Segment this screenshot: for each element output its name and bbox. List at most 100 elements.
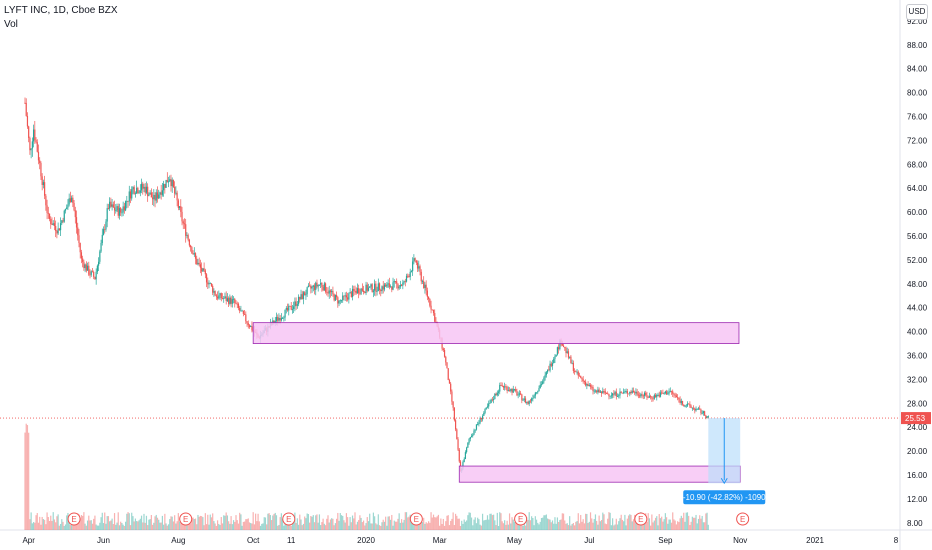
volume-bar xyxy=(235,515,237,530)
volume-bar xyxy=(586,513,588,530)
volume-bar xyxy=(57,514,59,530)
candle-body xyxy=(397,283,399,289)
volume-bar xyxy=(191,517,193,530)
candle-body xyxy=(501,385,503,387)
candle-body xyxy=(692,407,695,409)
volume-bar xyxy=(144,522,146,530)
volume-bar xyxy=(532,517,534,530)
last-price-label: 25.53 xyxy=(905,414,926,423)
volume-bar xyxy=(416,521,419,530)
candle-body xyxy=(240,310,242,312)
candle-body xyxy=(394,281,397,282)
price-tick-label: 92.00 xyxy=(907,17,928,26)
candle-body xyxy=(32,129,35,142)
candle-body xyxy=(59,223,62,231)
volume-bar xyxy=(275,515,278,530)
candle-body xyxy=(648,396,651,398)
price-tick-label: 64.00 xyxy=(907,184,928,193)
volume-bar xyxy=(571,523,573,530)
candle-body xyxy=(558,347,560,350)
volume-bar xyxy=(451,518,453,530)
candle-body xyxy=(542,381,544,385)
volume-bar xyxy=(491,515,493,530)
volume-bar xyxy=(310,516,312,530)
volume-bar xyxy=(392,525,394,530)
volume-bar xyxy=(500,513,502,530)
volume-bar xyxy=(474,517,476,530)
candle-body xyxy=(322,286,324,291)
candle-body xyxy=(681,401,684,405)
currency-button[interactable]: USD xyxy=(906,4,928,20)
candle-body xyxy=(448,379,451,384)
candle-body xyxy=(215,295,217,297)
volume-bar xyxy=(89,520,91,530)
volume-bar xyxy=(56,516,58,530)
volume-bar xyxy=(674,520,676,530)
volume-bar xyxy=(274,512,276,530)
volume-bar xyxy=(634,514,636,530)
candle-body xyxy=(359,293,361,295)
volume-bar xyxy=(551,520,554,530)
volume-bar xyxy=(46,512,48,530)
time-tick-label: Apr xyxy=(22,536,35,545)
volume-bar xyxy=(413,520,415,530)
volume-bar xyxy=(470,517,473,530)
measure-arrow-head xyxy=(720,477,728,485)
volume-bar xyxy=(553,523,555,530)
volume-bar xyxy=(700,518,702,530)
candle-body xyxy=(145,186,148,193)
candle-body xyxy=(235,303,237,304)
candle-body xyxy=(85,264,87,271)
candle-body xyxy=(511,388,513,393)
candle-body xyxy=(61,220,63,224)
candle-body xyxy=(539,384,541,389)
candle-body xyxy=(499,385,501,392)
volume-bar xyxy=(419,519,421,530)
candle-body xyxy=(704,411,706,416)
candle-body xyxy=(208,283,210,285)
candle-body xyxy=(403,281,405,283)
volume-bar xyxy=(110,520,112,530)
candle-body xyxy=(634,392,636,394)
candle-body xyxy=(581,377,583,380)
candle-body xyxy=(372,290,374,292)
candle-body xyxy=(282,317,284,319)
measure-label-box xyxy=(683,490,766,505)
price-tick-label: 52.00 xyxy=(907,256,928,265)
candle-body xyxy=(485,407,487,409)
volume-bar xyxy=(226,515,229,530)
candle-body xyxy=(201,267,203,272)
volume-bar xyxy=(489,513,491,530)
volume-bar xyxy=(312,515,314,530)
candle-body xyxy=(452,401,454,408)
price-tick-label: 28.00 xyxy=(907,399,928,408)
candle-body xyxy=(562,345,565,348)
candle-body xyxy=(181,211,183,222)
candle-body xyxy=(652,398,654,400)
candle-body xyxy=(296,304,298,306)
volume-bar xyxy=(529,520,532,530)
volume-bar xyxy=(360,517,362,530)
volume-bar xyxy=(370,523,372,530)
volume-bar xyxy=(567,525,570,530)
candle-body xyxy=(472,434,474,436)
candle-body xyxy=(508,389,511,391)
volume-bar xyxy=(176,521,178,530)
volume-bar xyxy=(385,516,387,530)
volume-bar xyxy=(153,522,155,530)
price-tick-label: 84.00 xyxy=(907,65,928,74)
earnings-marker xyxy=(634,512,648,526)
volume-bar xyxy=(430,512,432,530)
volume-bar xyxy=(402,522,404,530)
candle-body xyxy=(164,183,166,188)
candle-body xyxy=(194,253,197,259)
volume-bar xyxy=(572,522,574,530)
volume-bar xyxy=(178,521,181,530)
candle-body xyxy=(306,287,308,295)
candle-body xyxy=(361,288,363,291)
candle-body xyxy=(445,356,447,363)
candle-body xyxy=(559,340,561,350)
candle-body xyxy=(401,285,403,286)
candle-body xyxy=(399,285,401,287)
